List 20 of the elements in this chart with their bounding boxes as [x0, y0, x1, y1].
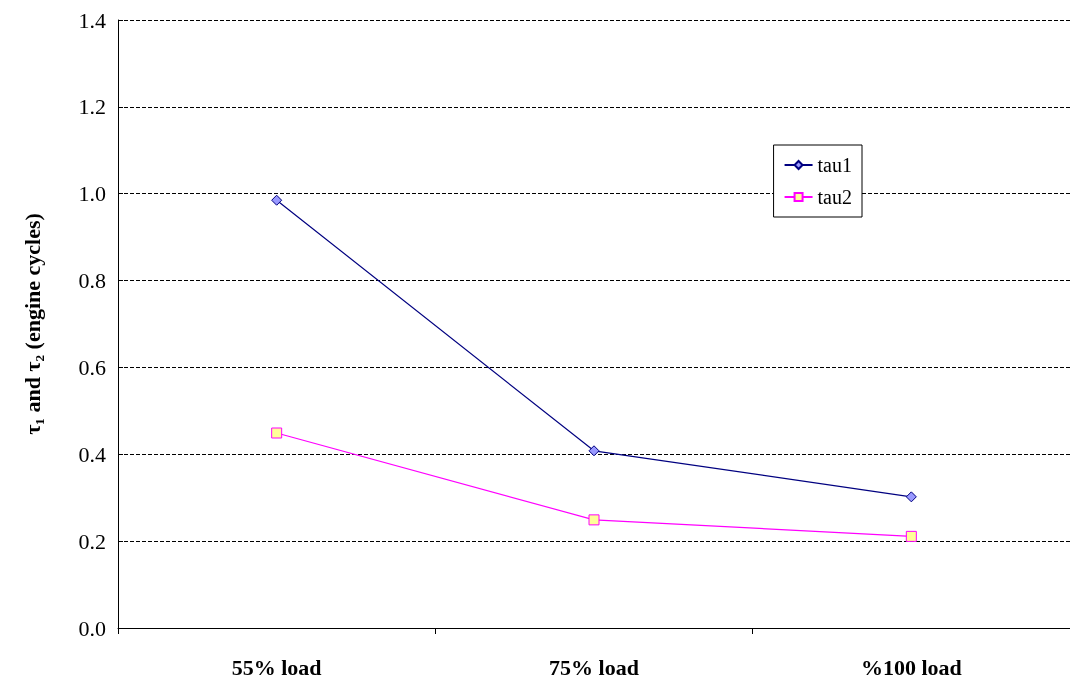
legend-label: tau2	[817, 186, 852, 208]
y-tick-label: 0.2	[78, 528, 106, 554]
y-axis-title: τ₁ and τ₂ (engine cycles)	[19, 213, 45, 435]
point	[588, 514, 600, 526]
y-tick-label: 1.2	[78, 94, 106, 120]
y-tick-label: 1.0	[78, 181, 106, 207]
y-tick-label: 0.4	[78, 441, 106, 467]
x-tick-label: %100 load	[860, 654, 962, 680]
point	[905, 530, 917, 542]
point	[271, 427, 283, 439]
y-tick-label: 0.6	[78, 354, 106, 380]
point	[905, 491, 917, 503]
point	[271, 194, 283, 206]
y-tick-label: 0.0	[78, 615, 106, 641]
x-tick-label: 55% load	[231, 654, 322, 680]
y-tick-label: 0.8	[78, 268, 106, 294]
y-tick-label: 1.4	[78, 7, 106, 33]
legend-label: tau1	[817, 154, 852, 176]
x-tick-label: 75% load	[549, 654, 639, 680]
point	[588, 445, 600, 457]
